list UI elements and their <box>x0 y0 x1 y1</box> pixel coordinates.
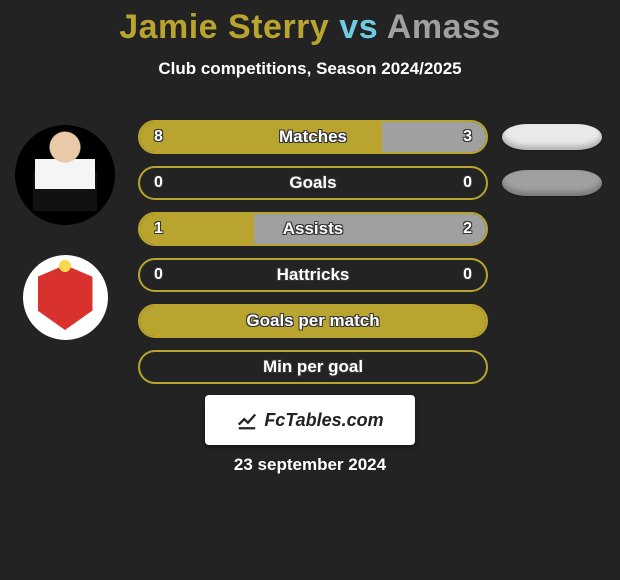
stat-value-left: 0 <box>140 168 177 198</box>
stat-label: Goals <box>140 168 486 198</box>
footer-text: FcTables.com <box>264 410 383 431</box>
left-avatar-column <box>10 125 120 340</box>
stat-bar: Matches83 <box>138 120 488 154</box>
stat-label: Hattricks <box>140 260 486 290</box>
title-player2: Amass <box>387 8 501 46</box>
chart-icon <box>236 409 258 431</box>
stat-seg-right <box>254 214 486 244</box>
stat-row: Assists12 <box>138 212 602 246</box>
title-vs: vs <box>339 8 378 46</box>
stat-row: Goals per match <box>138 304 602 338</box>
stat-bar: Min per goal <box>138 350 488 384</box>
stat-seg-right <box>382 122 486 152</box>
stat-value-right: 0 <box>449 260 486 290</box>
stat-row: Goals0 0 <box>138 166 602 200</box>
team-crest-avatar <box>23 255 108 340</box>
stat-bar: Assists12 <box>138 212 488 246</box>
player-avatar <box>15 125 115 225</box>
page-title: Jamie Sterry vs Amass <box>0 0 620 47</box>
stats-container: Matches83Goals00Assists12Hattricks00Goal… <box>138 120 602 384</box>
stat-row: Matches83 <box>138 120 602 154</box>
footer-attribution: FcTables.com <box>205 395 415 445</box>
stat-bar: Goals per match <box>138 304 488 338</box>
stat-value-left: 0 <box>140 260 177 290</box>
stat-indicator <box>502 170 602 196</box>
title-player1: Jamie Sterry <box>119 8 329 46</box>
stat-seg-left <box>140 306 486 336</box>
stat-seg-left <box>140 122 382 152</box>
stat-row: Hattricks0 0 <box>138 258 602 292</box>
team-crest-icon <box>38 265 93 330</box>
content-root: Jamie Sterry vs Amass Club competitions,… <box>0 0 620 580</box>
stat-indicator <box>502 124 602 150</box>
stat-label: Min per goal <box>140 352 486 382</box>
subtitle: Club competitions, Season 2024/2025 <box>0 59 620 79</box>
stat-row: Min per goal <box>138 350 602 384</box>
stat-bar: Goals0 0 <box>138 166 488 200</box>
date-text: 23 september 2024 <box>0 455 620 475</box>
stat-seg-left <box>140 214 254 244</box>
stat-value-right: 0 <box>449 168 486 198</box>
stat-bar: Hattricks0 0 <box>138 258 488 292</box>
player-silhouette-icon <box>25 130 105 225</box>
